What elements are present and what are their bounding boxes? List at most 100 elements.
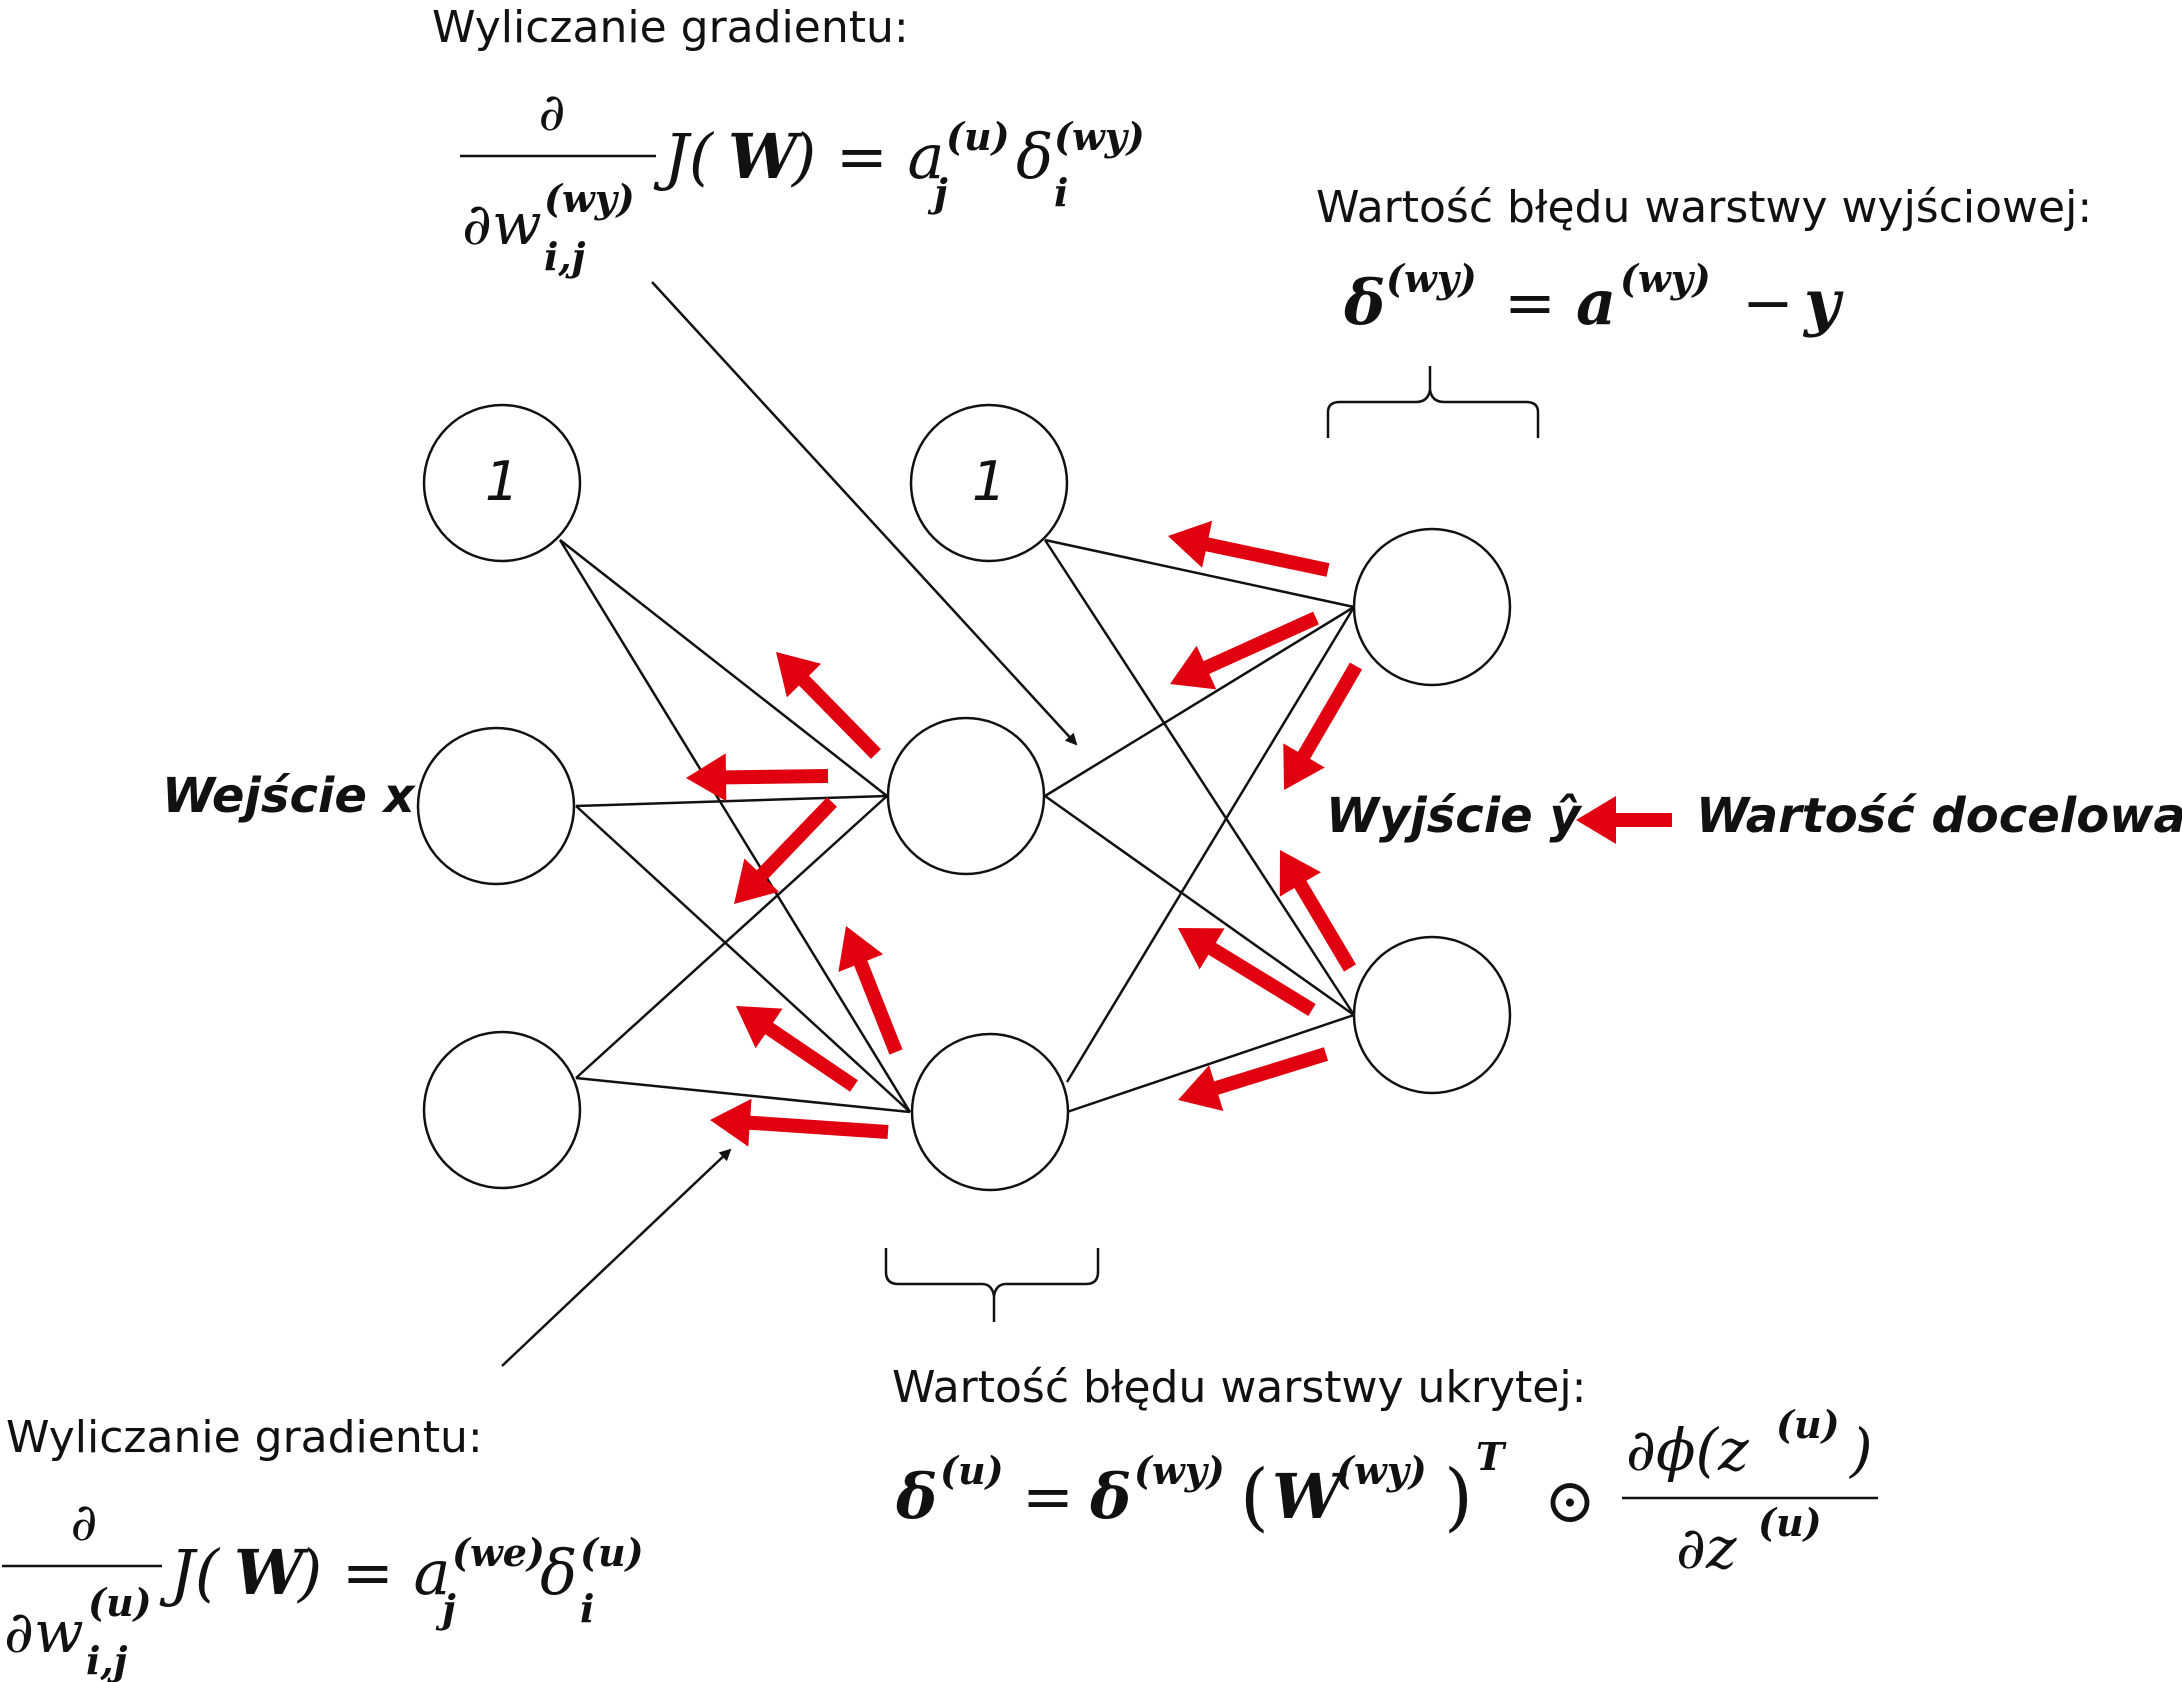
hidden-error-den: ∂z <box>1676 1514 1737 1582</box>
hidden-node-2 <box>910 1032 1070 1192</box>
gradient-top-delta-sub: i <box>1054 170 1068 215</box>
edge-inbias-h2 <box>558 539 912 1113</box>
gradient-bottom-delta: δ <box>540 1536 577 1609</box>
backprop-arrow <box>1178 1047 1329 1111</box>
output-error-a: a <box>1576 266 1616 339</box>
output-label: Wyjście ŷ <box>1326 788 1582 844</box>
hidden-error-num-close: ) <box>1848 1416 1873 1484</box>
hidden-error-W-sup: (wy) <box>1336 1448 1427 1493</box>
input-node-1 <box>416 726 576 886</box>
gradient-top-delta-sup: (wy) <box>1054 114 1145 159</box>
hidden-error: Wartość błędu warstwy ukrytej: δ (u) = δ… <box>892 1362 1878 1582</box>
hidden-error-close-paren: ) <box>1444 1454 1473 1540</box>
gradient-top-title: Wyliczanie gradientu: <box>432 2 909 53</box>
gradient-top-a-sup: (u) <box>946 114 1010 159</box>
edge-h2-o1 <box>1065 606 1356 1083</box>
gradient-bottom-W: W <box>234 1536 309 1609</box>
output-brace <box>1326 366 1540 438</box>
gradient-bottom-eq: ) = a <box>296 1536 451 1609</box>
target-label: Wartość docelowa y <box>1696 788 2182 844</box>
gradient-bottom: Wyliczanie gradientu: ∂ ∂w (u) i,j J( W … <box>2 1412 644 1682</box>
edge-x2-h2 <box>575 1076 911 1114</box>
target-arrow <box>1576 796 1672 844</box>
backprop-arrow <box>1283 662 1363 790</box>
gradient-bottom-denom-sup: (u) <box>88 1580 152 1625</box>
gradient-bottom-partial: ∂ <box>71 1493 98 1553</box>
gradient-top-J: J( <box>653 120 715 193</box>
input-label: Wejście x <box>162 768 417 824</box>
hidden-error-W: W <box>1272 1460 1347 1533</box>
hidden-error-open-paren: ( <box>1240 1454 1269 1540</box>
edge-x1-h1 <box>575 794 888 808</box>
output-node-1 <box>1352 527 1512 687</box>
backprop-arrow <box>734 797 837 904</box>
gradient-top: Wyliczanie gradientu: ∂ ∂w (wy) i,j J( W… <box>432 2 1145 279</box>
edge-h2-o2 <box>1066 1013 1355 1114</box>
hidden-bias-label: 1 <box>972 450 1006 513</box>
hidden-error-num-sup: (u) <box>1776 1402 1840 1447</box>
edge-x2-h1 <box>575 795 888 1079</box>
output-error-delta: δ <box>1343 266 1385 339</box>
output-error-minus: − <box>1742 266 1794 339</box>
hidden-error-delta2-sup: (wy) <box>1134 1448 1225 1493</box>
pointer-arrow-top <box>651 281 1078 746</box>
hidden-node-1 <box>886 716 1046 876</box>
input-bias-label: 1 <box>485 450 519 513</box>
gradient-top-denom-sub: i,j <box>544 234 586 279</box>
gradient-bottom-title: Wyliczanie gradientu: <box>6 1412 483 1463</box>
network-edges <box>558 538 1356 1114</box>
backprop-arrow <box>1279 850 1356 972</box>
hidden-error-delta: δ <box>895 1460 937 1533</box>
input-bias-node <box>422 403 582 563</box>
gradient-top-delta: δ <box>1016 120 1053 193</box>
hidden-error-delta2: δ <box>1089 1460 1131 1533</box>
output-error-eq: = <box>1504 266 1556 339</box>
backprop-arrow <box>1168 520 1330 577</box>
edge-x1-h2 <box>575 805 911 1113</box>
output-error-y: y <box>1802 266 1844 339</box>
backprop-arrows <box>686 520 1672 1147</box>
gradient-bottom-J: J( <box>159 1536 221 1609</box>
backprop-arrow <box>1178 928 1316 1016</box>
output-error-a-sup: (wy) <box>1620 256 1711 301</box>
edge-inbias-h1 <box>559 539 888 797</box>
hidden-error-T: T <box>1476 1434 1507 1479</box>
gradient-bottom-delta-sup: (u) <box>580 1530 644 1575</box>
gradient-bottom-denom-sub: i,j <box>86 1638 128 1682</box>
backprop-arrow <box>736 1006 858 1092</box>
edge-h1-o1 <box>1044 605 1355 798</box>
output-node-2 <box>1352 935 1512 1095</box>
hidden-error-title: Wartość błędu warstwy ukrytej: <box>892 1362 1586 1413</box>
output-error: Wartość błędu warstwy wyjściowej: δ (wy)… <box>1316 182 2092 339</box>
gradient-bottom-a-sup: (we) <box>452 1530 545 1575</box>
edge-hbias-o1 <box>1044 538 1355 609</box>
gradient-bottom-denom-w: ∂w <box>4 1598 84 1666</box>
hidden-error-odot: ⊙ <box>1544 1464 1596 1537</box>
hidden-bias-node <box>909 403 1069 563</box>
edge-h1-o2 <box>1044 794 1355 1017</box>
gradient-top-eq: ) = a <box>790 120 945 193</box>
backprop-arrow <box>686 753 829 802</box>
hidden-error-den-sup: (u) <box>1758 1500 1822 1545</box>
edge-hbias-o2 <box>1043 539 1356 1016</box>
backprop-arrow <box>1170 611 1319 690</box>
hidden-error-num: ∂ϕ(z <box>1626 1416 1749 1484</box>
input-node-2 <box>422 1030 582 1190</box>
gradient-top-denom-sup: (wy) <box>544 176 635 221</box>
hidden-error-delta-sup: (u) <box>940 1448 1004 1493</box>
gradient-top-W: W <box>728 120 803 193</box>
gradient-top-partial: ∂ <box>539 83 566 143</box>
network-nodes: 1 1 <box>416 403 1512 1192</box>
backprop-arrow <box>710 1098 889 1147</box>
backprop-arrow <box>838 926 903 1055</box>
gradient-bottom-delta-sub: i <box>580 1586 594 1631</box>
gradient-top-denom-w: ∂w <box>462 190 542 258</box>
output-error-title: Wartość błędu warstwy wyjściowej: <box>1316 182 2092 233</box>
hidden-brace <box>884 1248 1100 1322</box>
hidden-error-eq: = <box>1022 1460 1074 1533</box>
pointer-arrow-bottom <box>501 1148 732 1367</box>
backprop-arrow <box>776 652 881 759</box>
output-error-delta-sup: (wy) <box>1386 256 1477 301</box>
